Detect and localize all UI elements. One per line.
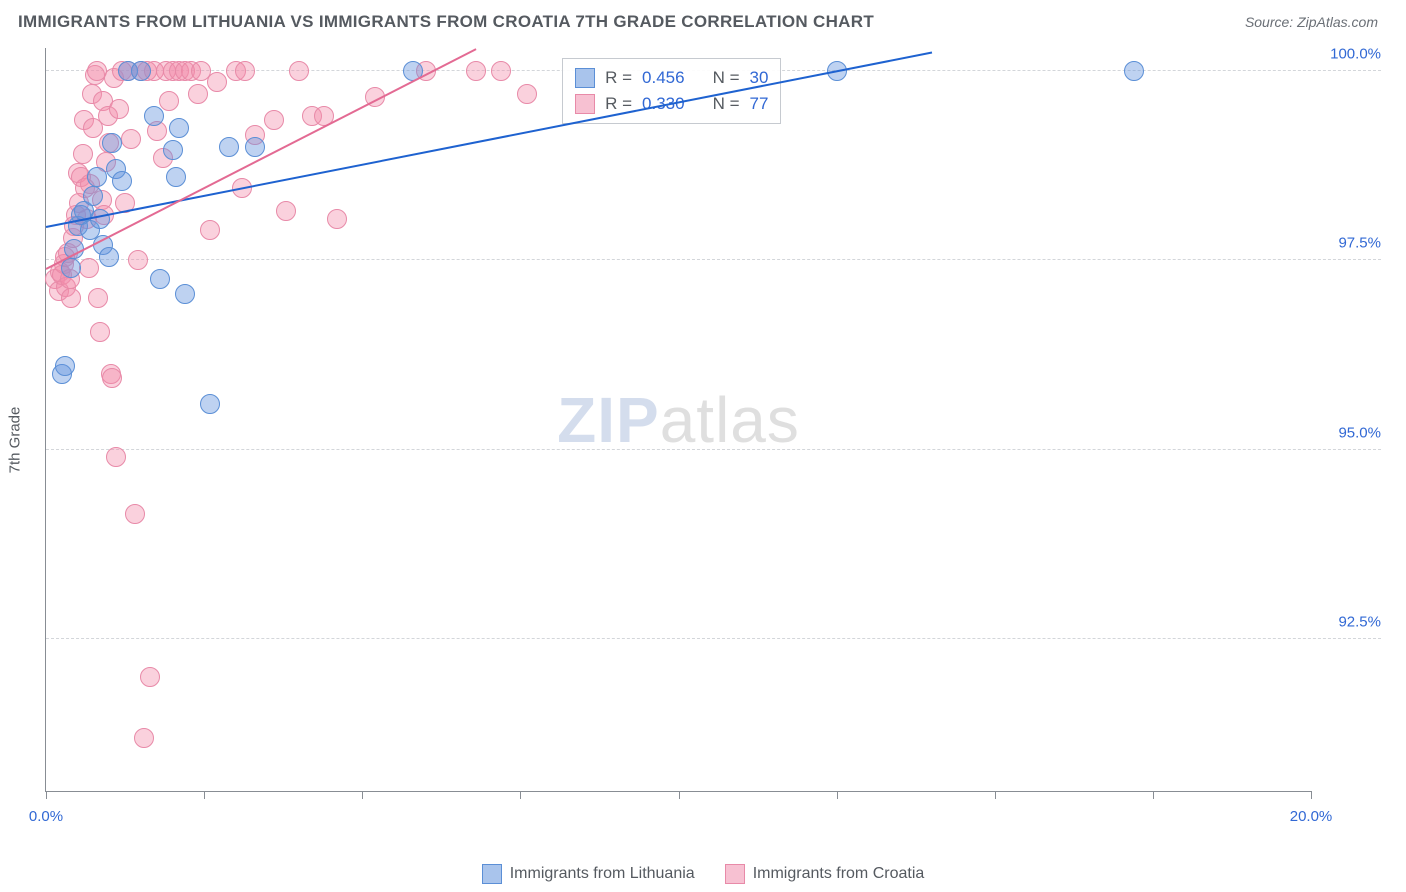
data-point — [207, 72, 227, 92]
data-point — [144, 106, 164, 126]
data-point — [289, 61, 309, 81]
stats-row: R =0.456N =30 — [575, 65, 768, 91]
r-label: R = — [605, 65, 632, 91]
chart-title: IMMIGRANTS FROM LITHUANIA VS IMMIGRANTS … — [18, 12, 874, 32]
xtick — [362, 791, 363, 799]
data-point — [73, 144, 93, 164]
data-point — [121, 129, 141, 149]
data-point — [140, 667, 160, 687]
data-point — [163, 140, 183, 160]
gridline — [46, 638, 1381, 639]
data-point — [188, 84, 208, 104]
data-point — [61, 258, 81, 278]
data-point — [131, 61, 151, 81]
watermark: ZIPatlas — [557, 383, 800, 457]
legend-item: Immigrants from Lithuania — [482, 864, 695, 884]
data-point — [1124, 61, 1144, 81]
xtick — [837, 791, 838, 799]
legend-swatch — [725, 864, 745, 884]
data-point — [200, 394, 220, 414]
data-point — [134, 728, 154, 748]
legend-swatch — [482, 864, 502, 884]
legend-label: Immigrants from Lithuania — [510, 865, 695, 883]
watermark-atlas: atlas — [660, 384, 800, 456]
data-point — [166, 167, 186, 187]
bottom-legend: Immigrants from Lithuania Immigrants from… — [0, 864, 1406, 884]
data-point — [88, 288, 108, 308]
data-point — [106, 447, 126, 467]
data-point — [125, 504, 145, 524]
data-point — [87, 167, 107, 187]
series-swatch — [575, 94, 595, 114]
data-point — [79, 258, 99, 278]
ytick-label: 100.0% — [1319, 45, 1381, 62]
data-point — [245, 137, 265, 157]
data-point — [264, 110, 284, 130]
data-point — [102, 133, 122, 153]
data-point — [517, 84, 537, 104]
n-value: 77 — [750, 91, 769, 117]
data-point — [83, 186, 103, 206]
legend-label: Immigrants from Croatia — [753, 865, 925, 883]
xtick — [1153, 791, 1154, 799]
data-point — [491, 61, 511, 81]
xtick-label: 20.0% — [1290, 808, 1333, 825]
data-point — [102, 368, 122, 388]
xtick — [679, 791, 680, 799]
ytick-label: 97.5% — [1319, 235, 1381, 252]
data-point — [466, 61, 486, 81]
data-point — [200, 220, 220, 240]
source-credit: Source: ZipAtlas.com — [1245, 14, 1378, 30]
xtick — [46, 791, 47, 799]
n-label: N = — [713, 65, 740, 91]
watermark-zip: ZIP — [557, 384, 660, 456]
data-point — [327, 209, 347, 229]
xtick-label: 0.0% — [29, 808, 63, 825]
data-point — [150, 269, 170, 289]
data-point — [90, 322, 110, 342]
data-point — [55, 356, 75, 376]
data-point — [109, 99, 129, 119]
xtick — [204, 791, 205, 799]
legend-item: Immigrants from Croatia — [725, 864, 925, 884]
xtick — [1311, 791, 1312, 799]
data-point — [61, 288, 81, 308]
gridline — [46, 259, 1381, 260]
data-point — [235, 61, 255, 81]
xtick — [995, 791, 996, 799]
stats-box: R =0.456N =30R =0.330N =77 — [562, 58, 781, 124]
chart-area: 7th Grade ZIPatlas 92.5%95.0%97.5%100.0%… — [45, 48, 1381, 832]
data-point — [112, 171, 132, 191]
plot-region: ZIPatlas 92.5%95.0%97.5%100.0%0.0%20.0%R… — [45, 48, 1311, 792]
data-point — [128, 250, 148, 270]
gridline — [46, 449, 1381, 450]
y-axis-label: 7th Grade — [7, 407, 24, 474]
xtick — [520, 791, 521, 799]
series-swatch — [575, 68, 595, 88]
ytick-label: 95.0% — [1319, 424, 1381, 441]
data-point — [169, 118, 189, 138]
data-point — [159, 91, 179, 111]
chart-header: IMMIGRANTS FROM LITHUANIA VS IMMIGRANTS … — [0, 0, 1406, 40]
ytick-label: 92.5% — [1319, 614, 1381, 631]
data-point — [99, 247, 119, 267]
data-point — [175, 284, 195, 304]
data-point — [219, 137, 239, 157]
r-value: 0.456 — [642, 65, 685, 91]
data-point — [276, 201, 296, 221]
